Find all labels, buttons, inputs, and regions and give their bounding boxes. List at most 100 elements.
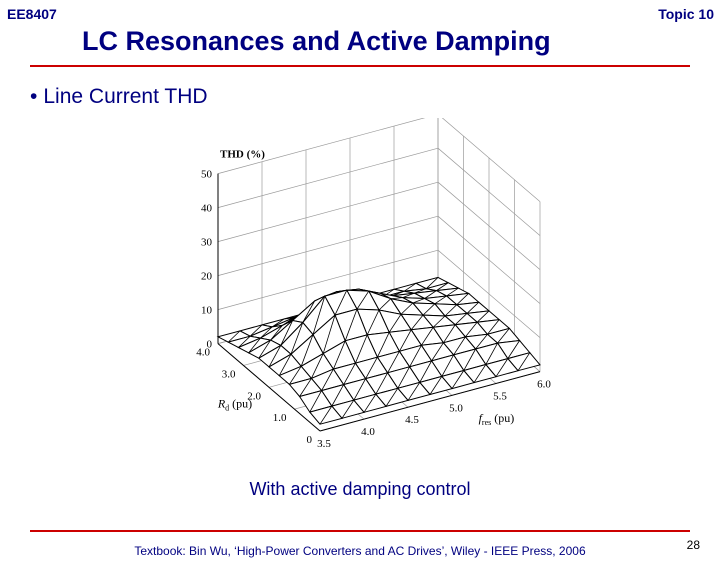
x-tick-label: 3.5 <box>317 438 331 448</box>
surface-diagonal <box>248 337 261 354</box>
surface-diagonal <box>300 334 314 367</box>
surface-diagonal <box>363 394 377 413</box>
surface-diagonal <box>378 298 392 311</box>
surface-diagonal <box>451 370 465 389</box>
surface-diagonal <box>322 314 336 354</box>
gridline-z-side <box>441 118 541 202</box>
x-tick-label: 4.0 <box>361 426 375 438</box>
thd-surface-chart: 0 10 20 30 40 50 3.5 4.0 4.5 5.0 5.5 6.0 0 1.0 2.0 3.0 4… <box>196 118 551 448</box>
page-number: 28 <box>686 538 700 552</box>
z-axis-label: THD (%) <box>220 149 265 161</box>
surface-diagonal <box>268 345 282 368</box>
x-axis-label: fres (pu) <box>479 411 515 427</box>
bullet-text: Line Current THD <box>43 85 208 108</box>
z-tick-label: 50 <box>201 169 213 181</box>
y-tick-label: 4.0 <box>196 347 210 359</box>
surface-diagonal <box>309 390 322 413</box>
surface-diagonal <box>365 357 378 379</box>
surface-diagonal <box>375 372 388 395</box>
surface-diagonal <box>390 297 403 300</box>
surface-diagonal <box>463 348 476 371</box>
surface-diagonal <box>258 339 271 359</box>
surface-diagonal <box>341 399 355 419</box>
surface-diagonal <box>425 277 439 289</box>
surface-diagonal <box>454 313 468 326</box>
x-tick-label: 5.0 <box>449 402 463 414</box>
surface-diagonal <box>289 366 302 385</box>
surface-diagonal <box>312 296 326 335</box>
surface-diagonal <box>311 353 324 379</box>
surface-diagonal <box>377 332 390 358</box>
surface-diagonal <box>453 336 466 356</box>
surface-diagonal <box>407 382 421 401</box>
surface-diagonal <box>424 290 437 299</box>
x-tick-label: 5.5 <box>493 390 507 402</box>
surface-diagonal <box>356 290 370 310</box>
surface-diagonal <box>355 334 368 364</box>
slide-title: LC Resonances and Active Damping <box>82 26 551 56</box>
surface-diagonal <box>331 384 344 407</box>
surface-diagonal <box>475 334 488 350</box>
surface-diagonal <box>409 345 422 368</box>
z-tick-label: 10 <box>201 305 213 317</box>
surface-diagonal <box>456 293 469 305</box>
surface-diagonal <box>397 366 410 389</box>
z-tick-label: 30 <box>201 237 213 249</box>
surface-diagonal <box>495 358 509 377</box>
surface-diagonal <box>507 340 520 359</box>
surface-diagonal <box>319 405 333 425</box>
surface-diagonal <box>431 342 444 362</box>
surface-diagonal <box>441 354 454 377</box>
surface-diagonal <box>321 368 334 391</box>
x-tick-label: 4.5 <box>405 414 419 426</box>
surface-diagonal <box>517 352 531 371</box>
surface-diagonal <box>429 376 443 395</box>
surface-diagonal <box>366 309 380 336</box>
y-tick-label: 0 <box>307 434 313 446</box>
surface-diagonal <box>432 315 446 328</box>
topic-label: Topic 10 <box>658 6 714 22</box>
z-tick-label: 20 <box>201 271 213 283</box>
header-divider <box>30 65 690 67</box>
footer-divider <box>30 530 690 532</box>
surface-diagonal <box>485 342 498 365</box>
footer-citation: Textbook: Bin Wu, ‘High-Power Converters… <box>134 544 586 558</box>
surface-diagonal <box>444 304 458 317</box>
surface-diagonal <box>299 378 312 397</box>
course-code: EE8407 <box>7 6 57 22</box>
y-tick-label: 2.0 <box>247 390 261 402</box>
surface-diagonal <box>421 327 434 346</box>
bullet-item: • Line Current THD <box>30 85 208 109</box>
surface-diagonal <box>280 320 293 346</box>
surface-diagonal <box>400 302 414 315</box>
axis-y <box>217 343 321 432</box>
figure-caption: With active damping control <box>249 479 471 499</box>
gridline-z-back <box>217 215 439 276</box>
z-tick-label: 40 <box>201 203 213 215</box>
surface-diagonal <box>414 288 427 294</box>
surface-diagonal <box>422 303 436 316</box>
surface-diagonal <box>302 300 315 323</box>
surface-diagonal <box>446 287 459 297</box>
z-tick-label: 0 <box>207 339 213 351</box>
y-tick-label: 3.0 <box>222 368 236 380</box>
surface-diagonal <box>403 283 417 292</box>
surface-diagonal <box>334 290 348 316</box>
surface-diagonal <box>473 364 487 383</box>
surface-diagonal <box>249 324 263 337</box>
surface-diagonal <box>387 351 400 373</box>
surface-diagonal <box>392 290 405 297</box>
surface-diagonal <box>402 292 415 299</box>
surface-diagonal <box>238 335 251 348</box>
gridline-z-back <box>217 147 439 208</box>
bullet-icon: • <box>30 85 38 108</box>
y-tick-label: 1.0 <box>273 412 287 424</box>
surface-diagonal <box>385 388 399 407</box>
surface-diagonal <box>290 322 304 355</box>
surface-diagonal <box>476 310 490 323</box>
gridline-z-back <box>217 249 439 310</box>
surface-diagonal <box>487 319 500 335</box>
x-tick-label: 6.0 <box>537 379 551 391</box>
surface-diagonal <box>260 326 273 339</box>
surface-diagonal <box>443 324 456 344</box>
